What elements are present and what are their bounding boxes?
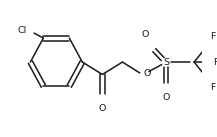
Text: F: F (210, 32, 215, 41)
Text: O: O (141, 30, 149, 39)
Text: F: F (213, 58, 217, 67)
Text: O: O (99, 104, 106, 113)
Text: O: O (163, 93, 170, 102)
Text: F: F (210, 83, 215, 92)
Text: O: O (143, 69, 151, 78)
Text: Cl: Cl (17, 26, 27, 35)
Text: S: S (163, 58, 169, 67)
